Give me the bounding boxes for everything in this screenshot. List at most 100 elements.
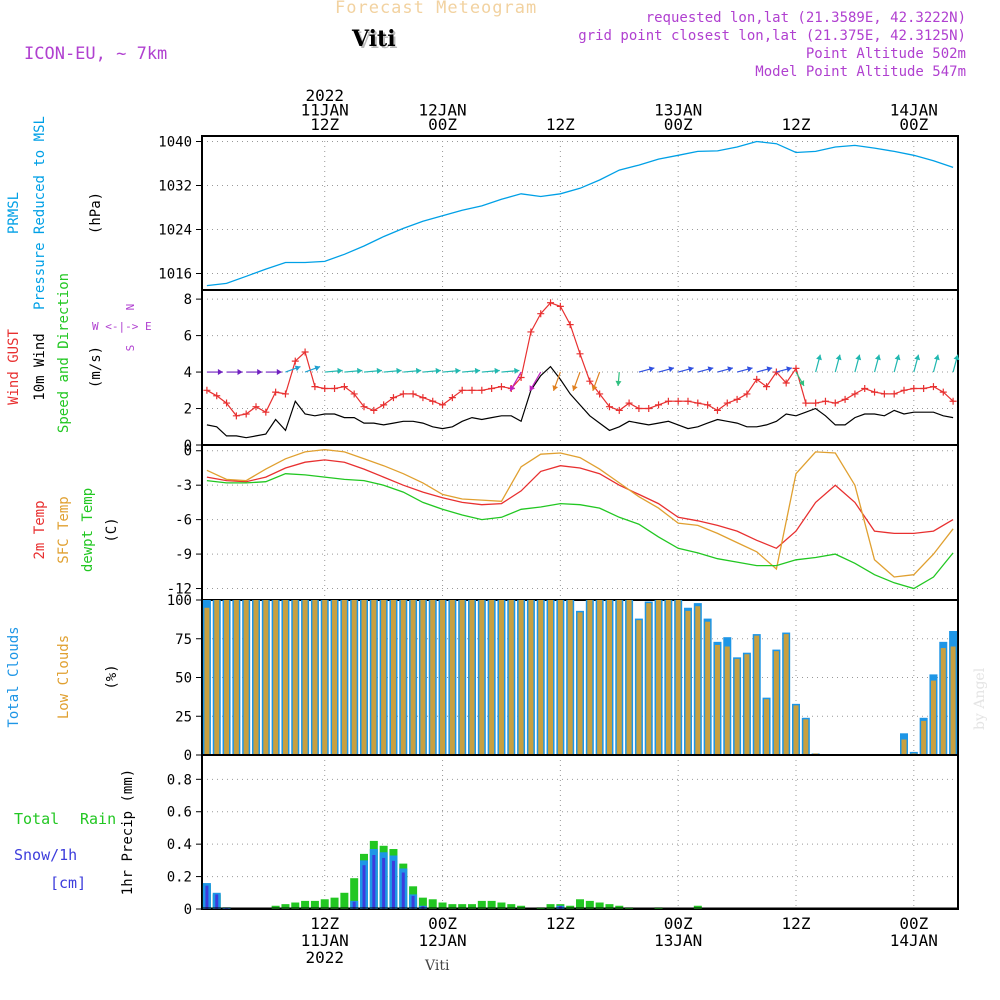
y-tick-label: 2 (184, 402, 192, 418)
wind-gust-marker (281, 390, 289, 398)
wind-gust-marker (605, 403, 613, 411)
wind-gust-marker (350, 390, 358, 398)
watermark: by Angel (972, 667, 988, 730)
low-cloud-bar (263, 600, 269, 755)
wind-gust-marker (802, 399, 810, 407)
wind-gust-marker (399, 390, 407, 398)
y-tick-label: 0 (184, 902, 192, 918)
compass-north: N (124, 304, 137, 311)
wind-direction-arrowhead (855, 354, 862, 361)
wind-direction-arrowhead (953, 354, 960, 361)
low-cloud-bar (449, 600, 455, 755)
low-cloud-bar (381, 600, 387, 755)
total-precip-bar (330, 897, 339, 909)
low-cloud-bar (273, 600, 279, 755)
wind-gust-marker (360, 403, 368, 411)
wind-gust-marker (488, 384, 496, 392)
wind-direction-arrowhead (591, 385, 598, 391)
top-axis-label: 12Z (782, 115, 811, 134)
low-cloud-bar (705, 621, 711, 755)
wind-gust-marker (527, 328, 535, 336)
top-axis-label: 00Z (899, 115, 928, 134)
wind-direction-arrowhead (688, 366, 694, 373)
wind-gust-marker (537, 310, 545, 318)
rain-label: Rain (80, 810, 116, 828)
snow-bar-core (382, 857, 386, 909)
wind-gust-marker (272, 388, 280, 396)
footer-location: Viti (425, 958, 450, 974)
low-cloud-bar (508, 600, 514, 755)
point-altitude: Point Altitude 502m (805, 46, 966, 62)
low-cloud-bar (479, 600, 485, 755)
total-precip-bar (350, 878, 359, 909)
low-cloud-bar (930, 680, 936, 755)
low-cloud-bar (567, 600, 573, 755)
total-precip-bar (468, 904, 476, 909)
bottom-axis-label: 2022 (305, 948, 344, 967)
low-cloud-bar (440, 600, 446, 755)
wind-direction-arrowhead (816, 354, 822, 361)
wind-direction-arrowhead (875, 354, 881, 361)
low-cloud-bar (243, 600, 249, 755)
wind-gust-marker (478, 386, 486, 394)
low-cloud-bar (646, 603, 652, 755)
low-cloud-bar (498, 600, 504, 755)
low-cloud-bar (361, 600, 367, 755)
y-tick-label: -6 (175, 513, 192, 529)
low-cloud-bar (783, 634, 789, 755)
y-tick-label: 1016 (158, 267, 192, 283)
wind-gust-marker (203, 386, 211, 394)
wind-direction-arrowhead (396, 367, 402, 374)
low-cloud-bar (754, 635, 760, 755)
y-tick-label: 0.4 (167, 837, 192, 853)
clouds-unit: (%) (104, 664, 120, 689)
wind-gust-marker (409, 390, 417, 398)
wind-gust-marker (370, 406, 378, 414)
bottom-axis-label: 13JAN (654, 931, 702, 950)
temp-2m-label: 2m Temp (32, 500, 48, 559)
wind-direction-arrowhead (415, 367, 422, 374)
top-axis-label: 12Z (310, 115, 339, 134)
wind-gust-marker (694, 399, 702, 407)
wind-gust-marker (262, 408, 270, 416)
low-cloud-bar (685, 610, 691, 755)
compass-icon: N W <-|-> E S (92, 304, 152, 352)
temp-sfc-label: SFC Temp (56, 496, 72, 563)
y-tick-label: 1024 (158, 223, 192, 239)
wind-gust-marker (713, 406, 721, 414)
low-cloud-bar (548, 600, 554, 755)
wind-gust-marker (497, 383, 505, 391)
chart-title: Forecast Meteogram (335, 0, 538, 18)
wind-direction-arrowhead (933, 354, 940, 361)
wind-gust-marker (340, 383, 348, 391)
snow-bar-core (372, 855, 376, 909)
top-axis-label: 13JAN (654, 101, 702, 120)
wind-gust-marker (596, 390, 604, 398)
wind-gust-marker (439, 401, 447, 409)
wind-direction-arrowhead (914, 354, 921, 361)
wind-direction-arrowhead (509, 385, 516, 392)
snow-bar-core (215, 894, 219, 909)
low-cloud-bar (616, 600, 622, 755)
wind-gust-marker (321, 384, 329, 392)
total-precip-label: Total (14, 810, 59, 828)
clouds-panel: 0 25 50 75 100 Total Clouds Low Clouds (%) (6, 593, 959, 764)
wind-direction-arrowhead (552, 385, 559, 391)
low-cloud-bar (577, 612, 583, 755)
wind-unit: (m/s) (88, 346, 104, 388)
low-cloud-bar (322, 600, 328, 755)
wind-gust-marker (831, 399, 839, 407)
top-axis-label: 11JAN (301, 101, 349, 120)
y-tick-label: 50 (175, 671, 192, 687)
low-cloud-bar (302, 600, 308, 755)
requested-coordinates: requested lon,lat (21.3589E, 42.3222N) (645, 10, 966, 26)
location-title: Viti (352, 26, 396, 52)
top-axis-label: 00Z (428, 115, 457, 134)
snow-unit: [cm] (50, 874, 86, 892)
bottom-axis-label: 12Z (782, 914, 811, 933)
wind-gust-marker (468, 386, 476, 394)
low-cloud-bar (626, 600, 632, 755)
temp-dewpoint-label: dewpt Temp (80, 488, 96, 572)
y-tick-label: 75 (175, 632, 192, 648)
wind-direction-arrowhead (707, 366, 714, 373)
